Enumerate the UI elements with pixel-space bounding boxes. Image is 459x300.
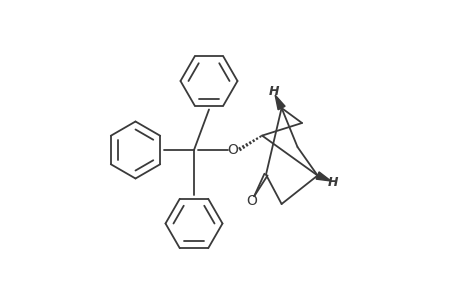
- Text: H: H: [327, 176, 338, 189]
- Text: O: O: [227, 143, 238, 157]
- Polygon shape: [274, 95, 285, 110]
- Text: H: H: [268, 85, 278, 98]
- Polygon shape: [315, 172, 330, 181]
- Text: O: O: [246, 194, 257, 208]
